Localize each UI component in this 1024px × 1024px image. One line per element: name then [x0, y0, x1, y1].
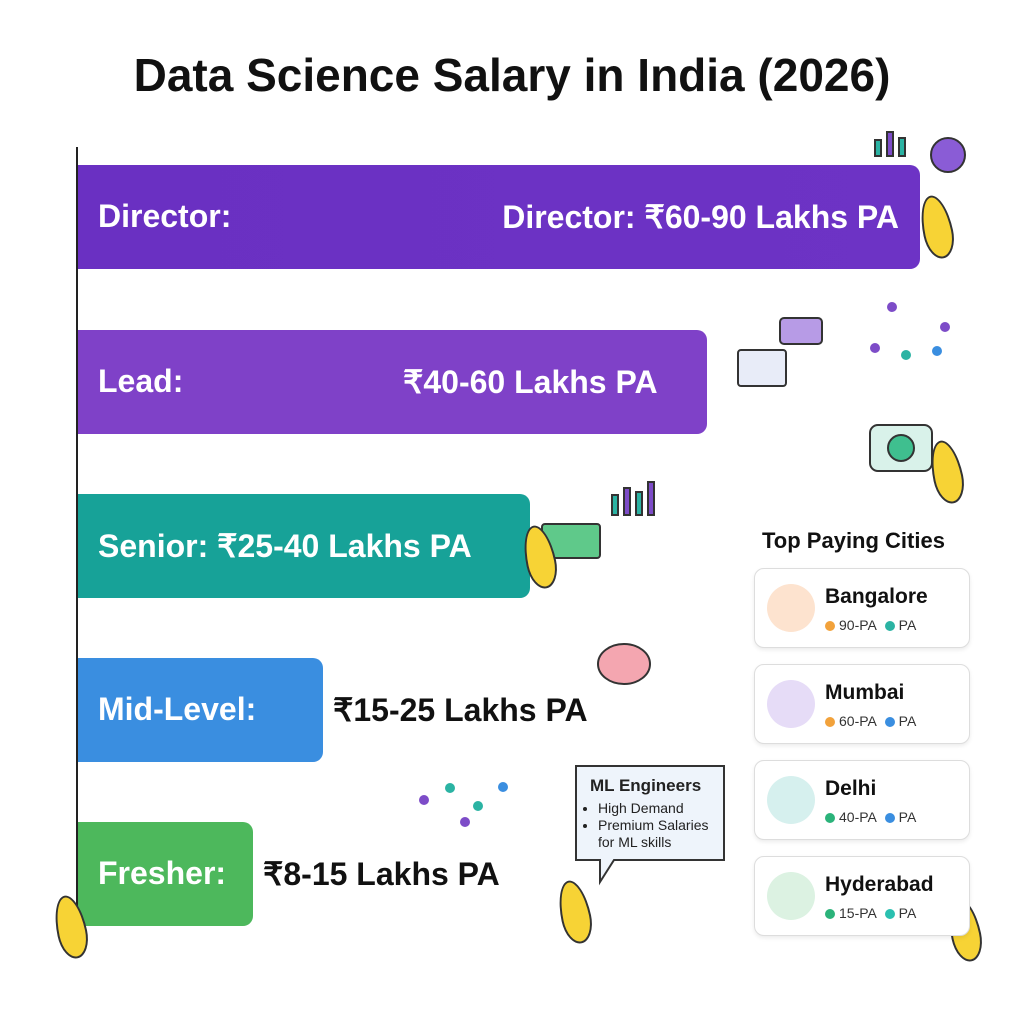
- axis-line: [76, 147, 78, 940]
- tag: 15-PA: [839, 905, 877, 921]
- city-tags: 60-PA PA: [825, 713, 916, 729]
- city-tags: 15-PA PA: [825, 905, 916, 921]
- city-card: Mumbai 60-PA PA: [754, 664, 970, 744]
- callout-item: High Demand: [598, 800, 728, 817]
- level-salary: ₹40-60 Lakhs PA: [403, 364, 658, 400]
- city-icon: [767, 776, 815, 824]
- level-salary: Director: ₹60-90 Lakhs PA: [502, 199, 899, 235]
- city-name: Bangalore: [825, 585, 928, 608]
- tag: PA: [898, 905, 917, 921]
- city-name: Hyderabad: [825, 873, 934, 896]
- city-tags: 90-PA PA: [825, 617, 916, 633]
- callout-title: ML Engineers: [590, 776, 702, 795]
- bar: [78, 494, 530, 598]
- bar: [78, 330, 707, 434]
- bar: [78, 658, 323, 762]
- bar: [78, 822, 253, 926]
- callout-item: Premium Salaries for ML skills: [598, 817, 728, 851]
- city-card: Hyderabad 15-PA PA: [754, 856, 970, 936]
- level-salary: ₹8-15 Lakhs PA: [263, 856, 500, 892]
- city-name: Mumbai: [825, 681, 905, 704]
- cities-heading: Top Paying Cities: [762, 528, 945, 553]
- callout-list: High Demand Premium Salaries for ML skil…: [580, 800, 728, 851]
- level-label: Senior: ₹25-40 Lakhs PA: [98, 528, 472, 564]
- city-card: Bangalore 90-PA PA: [754, 568, 970, 648]
- city-name: Delhi: [825, 777, 877, 800]
- tag: 60-PA: [839, 713, 877, 729]
- city-card: Delhi 40-PA PA: [754, 760, 970, 840]
- tag: PA: [898, 809, 917, 825]
- tag: PA: [898, 713, 917, 729]
- level-label: Fresher:: [98, 855, 227, 891]
- city-icon: [767, 584, 815, 632]
- tag: PA: [898, 617, 917, 633]
- tag: 40-PA: [839, 809, 877, 825]
- level-label: Lead:: [98, 363, 184, 399]
- city-icon: [767, 680, 815, 728]
- city-tags: 40-PA PA: [825, 809, 916, 825]
- city-icon: [767, 872, 815, 920]
- tag: 90-PA: [839, 617, 877, 633]
- level-label: Mid-Level:: [98, 691, 257, 727]
- title: Data Science Salary in India (2026): [133, 49, 891, 101]
- level-label: Director:: [98, 198, 232, 234]
- bar: [78, 165, 920, 269]
- level-salary: ₹15-25 Lakhs PA: [333, 692, 588, 728]
